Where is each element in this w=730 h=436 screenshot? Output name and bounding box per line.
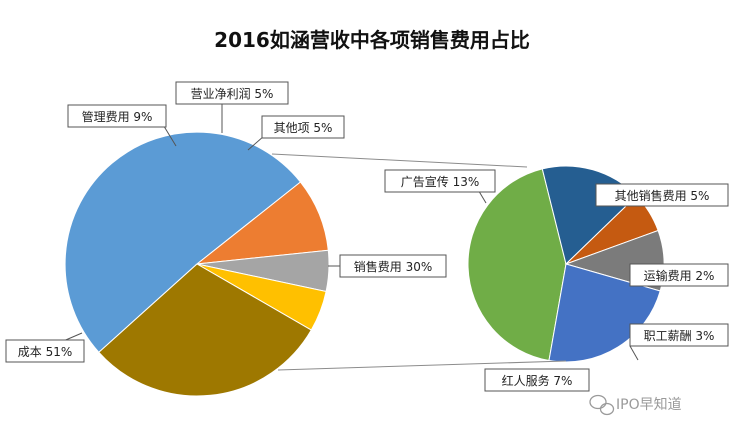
data-label-main-0: 成本 51% (5, 339, 85, 363)
data-label-sub-0: 广告宣传 13% (384, 169, 496, 193)
connector-line-top (271, 153, 528, 168)
data-label-text: 职工薪酬 3% (644, 329, 715, 343)
sub-pie-slice-0 (467, 168, 567, 362)
leader-line-sub-4 (629, 345, 639, 361)
data-label-main-1: 管理费用 9% (67, 104, 167, 128)
data-label-text: 运输费用 2% (644, 268, 715, 283)
data-label-text: 其他项 5% (274, 121, 333, 135)
watermark-text: IPO早知道 (616, 396, 682, 413)
main-pie-slice-4 (98, 263, 312, 397)
data-label-text: 广告宣传 13% (401, 174, 480, 189)
wechat-icon (589, 394, 615, 416)
main-pie-slice-0 (64, 131, 302, 353)
main-pie (64, 131, 330, 397)
data-label-sub-4: 红人服务 7% (484, 368, 590, 392)
data-label-sub-2: 运输费用 2% (629, 263, 729, 287)
data-label-text: 管理费用 9% (82, 109, 153, 124)
chart-title: 2016如涵营收中各项销售费用占比 (214, 28, 530, 52)
watermark: IPO早知道 (589, 394, 682, 416)
data-label-sub-1: 其他销售费用 5% (595, 183, 729, 207)
leader-line-main-3 (247, 135, 265, 151)
data-label-text: 红人服务 7% (502, 373, 573, 388)
data-label-text: 成本 51% (18, 345, 73, 359)
sub-pie-slice-4 (548, 263, 661, 363)
data-label-text: 其他销售费用 5% (615, 188, 710, 203)
sub-pie (467, 165, 665, 363)
connector-line-bottom (277, 360, 567, 371)
data-label-main-2: 营业净利润 5% (175, 81, 289, 105)
data-label-main-4: 销售费用 30% (339, 254, 447, 278)
data-label-text: 销售费用 30% (354, 259, 433, 274)
data-label-main-3: 其他项 5% (261, 115, 345, 139)
data-label-text: 营业净利润 5% (191, 87, 274, 101)
data-label-sub-3: 职工薪酬 3% (629, 323, 729, 347)
